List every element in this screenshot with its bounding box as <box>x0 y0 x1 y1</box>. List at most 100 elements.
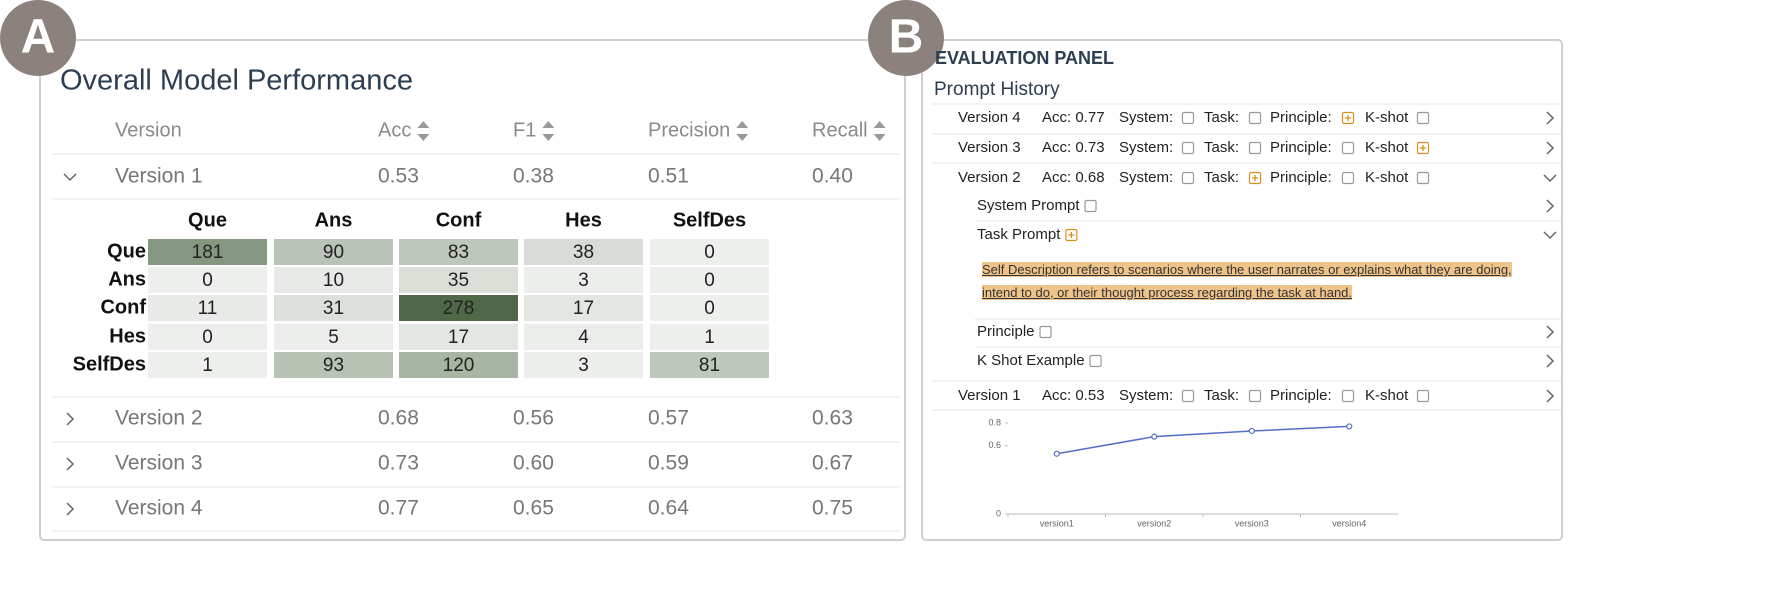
table-cell: 0.60 <box>513 452 554 475</box>
y-tick-label: 0 <box>996 508 1001 518</box>
badge-label: B <box>889 11 924 64</box>
field-label: K-shot <box>1365 169 1409 186</box>
field-label: Principle: <box>1270 387 1332 404</box>
checkbox[interactable] <box>1089 354 1102 368</box>
matrix-cell <box>148 267 267 293</box>
detail-label: Principle <box>977 323 1035 340</box>
version-name: Version 3 <box>958 139 1021 156</box>
prompt-text: Self Description refers to scenarios whe… <box>982 259 1532 304</box>
matrix-cell <box>274 352 393 378</box>
chevron <box>1546 111 1555 125</box>
checkbox[interactable] <box>1181 171 1195 185</box>
matrix-value: 3 <box>578 355 589 376</box>
matrix-cell <box>274 324 393 350</box>
sort-icon <box>736 121 749 141</box>
checkbox[interactable] <box>1039 325 1052 339</box>
panel-subtitle: Prompt History <box>934 79 1060 100</box>
table-cell: Version 4 <box>115 497 203 520</box>
matrix-cell <box>148 295 267 321</box>
point <box>1346 423 1353 430</box>
matrix-cell <box>524 267 643 293</box>
version-name: Version 4 <box>958 109 1021 126</box>
matrix-value: 17 <box>573 298 594 319</box>
chevron <box>1546 325 1555 339</box>
table-cell: Version 1 <box>115 165 203 188</box>
matrix-col-label: Hes <box>565 209 602 231</box>
matrix-value: 1 <box>704 327 715 348</box>
checkbox[interactable] <box>1341 389 1355 403</box>
y-tick-label: 0.8 <box>988 417 1001 427</box>
plus-icon <box>1252 175 1258 181</box>
table-cell: Version 2 <box>115 407 203 430</box>
matrix-value: 278 <box>443 298 475 319</box>
matrix-cell <box>650 324 769 350</box>
version-name: Version 2 <box>958 169 1021 186</box>
chevron <box>66 457 75 471</box>
field-label: Task: <box>1204 169 1239 186</box>
checkbox[interactable] <box>1181 141 1195 155</box>
checkbox[interactable] <box>1248 141 1262 155</box>
table-cell: 0.73 <box>378 452 419 475</box>
plus-icon <box>1420 145 1426 151</box>
field-label: Principle: <box>1270 109 1332 126</box>
badge-label: A <box>21 11 56 64</box>
matrix-col-label: SelfDes <box>673 209 746 231</box>
matrix-col-label: Que <box>188 209 227 231</box>
x-tick-label: version1 <box>1040 518 1074 528</box>
column-header: F1 <box>513 119 536 141</box>
matrix-value: 1 <box>202 355 213 376</box>
field-label: System: <box>1119 139 1173 156</box>
line <box>1056 425 1350 455</box>
plus-icon <box>1345 115 1351 121</box>
checkbox[interactable] <box>1416 171 1430 185</box>
sort-icon <box>417 121 430 141</box>
checkbox[interactable] <box>1084 199 1097 213</box>
matrix-cell <box>399 239 518 265</box>
badge <box>868 0 944 76</box>
checkbox[interactable] <box>1416 111 1430 125</box>
version-acc: Acc: 0.53 <box>1042 387 1105 404</box>
column-header: Precision <box>648 119 730 141</box>
matrix-value: 81 <box>699 355 720 376</box>
checkbox[interactable] <box>1181 111 1195 125</box>
field-label: System: <box>1119 109 1173 126</box>
table-cell: 0.59 <box>648 452 689 475</box>
chevron <box>1546 354 1555 368</box>
matrix-col-label: Conf <box>436 209 482 231</box>
matrix-row-label: Hes <box>109 325 146 347</box>
version-name: Version 1 <box>958 387 1021 404</box>
point <box>1053 450 1060 457</box>
column-header: Recall <box>812 119 868 141</box>
checkbox[interactable] <box>1416 389 1430 403</box>
table-cell: 0.56 <box>513 407 554 430</box>
chevron <box>1546 199 1555 213</box>
matrix-value: 0 <box>202 270 213 291</box>
matrix-cell <box>399 295 518 321</box>
chevron <box>66 412 75 426</box>
matrix-value: 38 <box>573 242 594 263</box>
table-cell: 0.67 <box>812 452 853 475</box>
checkbox[interactable] <box>1341 171 1355 185</box>
matrix-cell <box>650 295 769 321</box>
checkbox[interactable] <box>1248 111 1262 125</box>
checkbox[interactable] <box>1248 389 1262 403</box>
matrix-cell <box>650 239 769 265</box>
table-cell: 0.77 <box>378 497 419 520</box>
checkbox[interactable] <box>1181 389 1195 403</box>
table-cell: Version 3 <box>115 452 203 475</box>
panel-title: Overall Model Performance <box>60 65 413 97</box>
matrix-cell <box>524 324 643 350</box>
field-label: Task: <box>1204 139 1239 156</box>
y-tick-label: 0.6 <box>988 440 1001 450</box>
point <box>1248 427 1255 435</box>
matrix-cell <box>148 352 267 378</box>
matrix-cell <box>148 239 267 265</box>
matrix-cell <box>524 239 643 265</box>
checkbox[interactable] <box>1341 141 1355 155</box>
matrix-value: 90 <box>323 242 344 263</box>
matrix-cell <box>399 324 518 350</box>
table-cell: 0.63 <box>812 407 853 430</box>
table-cell: 0.57 <box>648 407 689 430</box>
column-header: Acc <box>378 119 411 141</box>
